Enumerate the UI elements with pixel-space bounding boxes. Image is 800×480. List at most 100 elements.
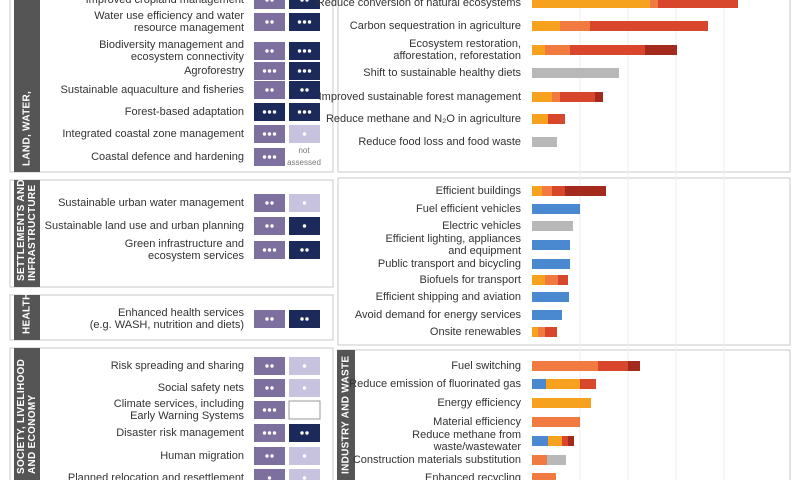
rating-dot (302, 364, 307, 368)
bar-segment (558, 275, 568, 285)
option-label: Risk spreading and sharing (111, 360, 244, 372)
option-label: Carbon sequestration in agriculture (350, 20, 521, 32)
rating-dot (272, 69, 277, 73)
bar-segment (532, 436, 548, 446)
bar-segment (548, 436, 562, 446)
rating-dot (272, 155, 277, 159)
rating-dot (307, 49, 312, 53)
option-label: Disaster risk management (116, 427, 244, 439)
option-label: Shift to sustainable healthy diets (363, 67, 521, 79)
rating-dot (267, 155, 272, 159)
bar-segment (570, 45, 645, 55)
settlements-panel (9, 179, 334, 288)
rating-dot (265, 0, 269, 2)
rating-dot (302, 20, 307, 24)
rating-box (254, 217, 285, 235)
rating-box (254, 194, 285, 212)
rating-dot (305, 248, 309, 252)
rating-dot (300, 0, 304, 2)
rating-dot (302, 110, 307, 114)
rating-dot (305, 317, 309, 321)
rating-dot (270, 201, 274, 205)
rating-dot (265, 201, 269, 205)
option-label: Efficient shipping and aviation (376, 291, 521, 303)
option-label: afforestation, reforestation (393, 50, 521, 62)
rating-dot (272, 132, 277, 136)
rating-dot (300, 88, 304, 92)
sector-band (14, 0, 40, 172)
bar-segment (532, 455, 547, 465)
rating-dot (267, 248, 272, 252)
option-label: Improved sustainable forest management (319, 91, 521, 103)
bar-segment (565, 186, 606, 196)
rating-dot (270, 0, 274, 2)
bar-segment (532, 259, 570, 269)
rating-dot (305, 0, 309, 2)
rating-dot (272, 431, 277, 435)
sector-band (337, 350, 355, 480)
sector-band (14, 348, 40, 480)
land-panel (9, 0, 334, 173)
bar-segment (560, 92, 595, 102)
bar-segment (532, 275, 545, 285)
option-label: Improved cropland management (86, 0, 244, 6)
option-label: Energy efficiency (437, 397, 521, 409)
rating-dot (262, 132, 267, 136)
rating-dot (270, 20, 274, 24)
sector-label: INFRASTRUCTURE (27, 185, 38, 281)
bar-segment (645, 45, 677, 55)
rating-box (254, 379, 285, 397)
rating-box (254, 0, 285, 9)
bar-segment (532, 45, 545, 55)
rating-dot (300, 317, 304, 321)
rating-dot (270, 454, 274, 458)
rating-box (254, 81, 285, 99)
bar-segment (532, 68, 619, 78)
not-assessed-note: assessed (287, 158, 321, 167)
rating-dot (305, 431, 309, 435)
rating-dot (302, 49, 307, 53)
option-label: Efficient lighting, appliances (385, 233, 521, 245)
option-label: Reduce emission of fluorinated gas (349, 378, 521, 390)
society-panel (9, 347, 334, 480)
bar-segment (532, 398, 591, 408)
option-label: Construction materials substitution (353, 454, 521, 466)
bar-segment (595, 92, 603, 102)
rating-box (254, 447, 285, 465)
rating-box (289, 310, 320, 328)
rating-dot (262, 431, 267, 435)
bar-segment (545, 45, 570, 55)
bar-segment (532, 137, 557, 147)
sector-label: HEALTH (22, 292, 33, 334)
bar-segment (568, 436, 574, 446)
option-label: Reduce conversion of natural ecosystems (317, 0, 522, 9)
rating-dot (262, 155, 267, 159)
option-label: Fuel switching (451, 360, 521, 372)
rating-box (254, 357, 285, 375)
bar-segment (545, 327, 557, 337)
rating-dot (297, 49, 302, 53)
option-label: Material efficiency (433, 416, 521, 428)
option-label: ecosystem connectivity (131, 51, 245, 63)
sector-label: SOCIETY, LIVELIHOOD (16, 359, 27, 474)
panel-frames (9, 0, 791, 480)
rating-dot (262, 110, 267, 114)
energy-panel (337, 177, 791, 346)
bar-segment (542, 186, 552, 196)
bar-segment (532, 327, 538, 337)
rating-dot (267, 408, 272, 412)
option-label: Social safety nets (158, 382, 245, 394)
rating-dot (302, 476, 307, 480)
rating-dot (267, 132, 272, 136)
rating-dot (305, 88, 309, 92)
bar-segment (532, 361, 598, 371)
option-label: Agroforestry (184, 65, 244, 77)
not-assessed-note: not (298, 146, 310, 155)
bar-segment (598, 361, 628, 371)
bar-segment (532, 310, 562, 320)
bar-segment (532, 379, 546, 389)
rating-dot (265, 224, 269, 228)
health-panel (9, 294, 334, 341)
sector-label: SETTLEMENTS AND (16, 179, 27, 281)
